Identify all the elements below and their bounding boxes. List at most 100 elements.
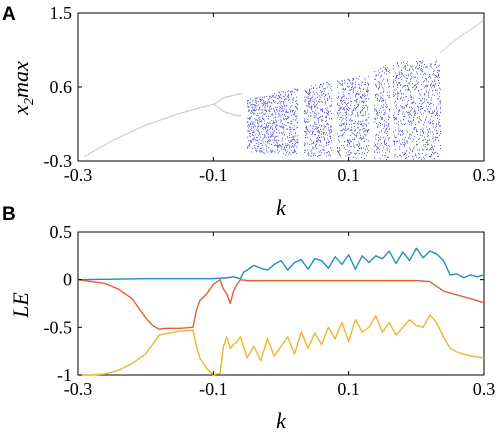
chaotic-point — [349, 124, 351, 126]
chaotic-point — [404, 124, 406, 126]
chaotic-point — [284, 146, 286, 148]
chaotic-point — [282, 113, 284, 115]
chaotic-point — [278, 98, 280, 100]
chaotic-point — [374, 150, 376, 152]
chaotic-point — [249, 135, 251, 137]
chaotic-point — [417, 144, 419, 146]
chaotic-point — [271, 135, 273, 137]
panel-a-plot-area — [84, 18, 486, 161]
chaotic-point — [394, 89, 396, 91]
chaotic-point — [290, 123, 292, 125]
chaotic-point — [389, 108, 391, 110]
chaotic-point — [397, 85, 399, 86]
chaotic-point — [297, 142, 299, 144]
chaotic-point — [362, 137, 364, 139]
chaotic-point — [351, 128, 353, 130]
chaotic-point — [322, 119, 324, 121]
chaotic-point — [320, 97, 322, 99]
chaotic-point — [282, 126, 284, 128]
chaotic-point — [437, 118, 439, 120]
chaotic-point — [254, 131, 256, 133]
chaotic-point — [374, 110, 376, 112]
chaotic-point — [288, 99, 290, 101]
chaotic-point — [328, 111, 330, 113]
chaotic-point — [396, 74, 398, 76]
chaotic-point — [276, 145, 278, 147]
chaotic-point — [388, 123, 390, 125]
chaotic-point — [425, 73, 427, 75]
chaotic-point — [329, 97, 331, 99]
chaotic-point — [284, 119, 286, 121]
chaotic-point — [437, 152, 439, 154]
chaotic-point — [286, 98, 288, 100]
chaotic-point — [382, 98, 384, 100]
chaotic-point — [281, 110, 283, 112]
periodic-point — [165, 117, 167, 119]
chaotic-point — [314, 101, 316, 103]
chaotic-point — [356, 134, 358, 136]
chaotic-point — [343, 94, 345, 96]
chaotic-point — [409, 134, 411, 136]
chaotic-point — [418, 81, 420, 83]
chaotic-point — [411, 124, 413, 126]
chaotic-point — [427, 141, 429, 143]
chaotic-point — [426, 79, 428, 81]
chaotic-point — [356, 133, 358, 135]
chaotic-point — [289, 126, 291, 128]
chaotic-point — [290, 120, 292, 122]
chaotic-point — [412, 156, 414, 158]
periodic-point — [466, 31, 468, 33]
chaotic-point — [350, 105, 352, 107]
chaotic-point — [435, 136, 437, 138]
chaotic-point — [388, 86, 390, 88]
chaotic-point — [440, 101, 442, 103]
chaotic-point — [405, 123, 407, 125]
chaotic-point — [376, 148, 378, 150]
chaotic-point — [292, 90, 294, 92]
chaotic-point — [278, 102, 280, 104]
chaotic-point — [378, 124, 380, 126]
chaotic-point — [294, 88, 296, 90]
chaotic-point — [255, 134, 257, 136]
chaotic-point — [308, 130, 310, 132]
chaotic-point — [258, 117, 260, 119]
chaotic-point — [313, 130, 315, 132]
chaotic-point — [347, 139, 349, 141]
chaotic-point — [362, 120, 364, 122]
chaotic-point — [308, 92, 310, 94]
chaotic-point — [367, 131, 369, 133]
chaotic-point — [315, 146, 317, 148]
chaotic-point — [276, 128, 278, 130]
chaotic-point — [380, 158, 382, 160]
chaotic-point — [348, 114, 350, 116]
chaotic-point — [387, 135, 389, 137]
chaotic-point — [355, 129, 357, 131]
chaotic-point — [309, 103, 311, 105]
chaotic-point — [342, 115, 344, 117]
chaotic-point — [379, 87, 381, 89]
chaotic-point — [348, 93, 350, 95]
chaotic-point — [394, 95, 396, 97]
chaotic-point — [314, 105, 316, 107]
chaotic-point — [358, 121, 360, 123]
branch-period-1 — [84, 103, 215, 157]
chaotic-point — [403, 116, 405, 118]
chaotic-point — [311, 149, 313, 151]
chaotic-point — [410, 74, 412, 76]
chaotic-point — [385, 129, 387, 131]
chaotic-point — [424, 87, 426, 89]
chaotic-point — [411, 102, 413, 104]
chaotic-point — [396, 107, 398, 109]
chaotic-point — [378, 140, 380, 142]
chaotic-point — [375, 119, 377, 121]
chaotic-point — [258, 124, 260, 126]
chaotic-point — [293, 137, 295, 139]
chaotic-point — [251, 113, 253, 115]
chaotic-point — [361, 101, 363, 103]
chaotic-point — [291, 140, 293, 142]
chaotic-point — [274, 151, 276, 153]
chaotic-point — [317, 140, 319, 142]
chaotic-point — [433, 119, 435, 121]
chaotic-point — [267, 142, 269, 144]
chaotic-point — [355, 109, 357, 111]
